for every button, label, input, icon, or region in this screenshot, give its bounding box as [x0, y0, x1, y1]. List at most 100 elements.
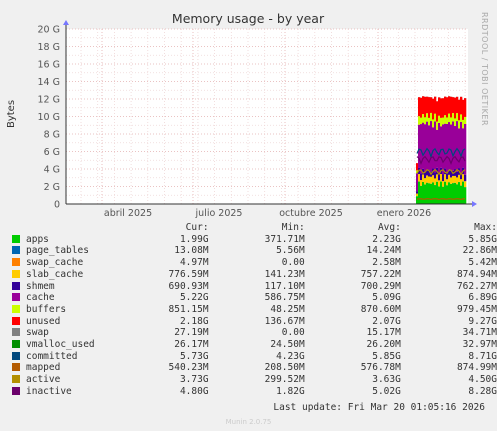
area-unused [434, 96, 437, 114]
y-tick-label: 14 G [38, 77, 60, 88]
legend-max: 32.97M [462, 339, 497, 351]
munin-version: Munin 2.0.75 [225, 418, 272, 426]
area-unused [426, 96, 429, 114]
legend-max: 979.45M [456, 303, 497, 315]
legend-min: 0.00 [281, 257, 305, 269]
legend-header-row: Cur: Min: Avg: Max: [12, 222, 497, 234]
legend-label: committed [26, 350, 78, 362]
legend-min: 1.82G [276, 385, 305, 397]
area-buffers [460, 114, 463, 122]
area-buffers [440, 117, 443, 127]
legend-label: page_tables [26, 245, 89, 257]
area-buffers [434, 113, 437, 122]
area-apps [446, 185, 449, 204]
area-buffers [416, 170, 419, 174]
legend-label: shmem [26, 280, 55, 292]
area-cache [420, 124, 423, 174]
legend-row-inactive: inactive 4.80G 1.82G 5.02G 8.28G [12, 386, 497, 398]
legend-max: 8.28G [468, 385, 497, 397]
area-apps [426, 182, 429, 204]
area-slab_cache [442, 181, 445, 187]
area-unused [436, 101, 439, 122]
area-buffers [456, 113, 459, 122]
legend-swatch [12, 351, 20, 360]
legend-min: 48.25M [270, 303, 305, 315]
legend-row-page_tables: page_tables 13.08M 5.56M 14.24M 22.86M [12, 245, 497, 257]
y-tick-label: 12 G [38, 95, 60, 106]
legend-cur: 540.23M [168, 362, 209, 374]
area-unused [448, 96, 451, 114]
legend-min: 586.75M [264, 292, 305, 304]
area-apps [458, 182, 461, 204]
area-apps [424, 184, 427, 204]
area-apps [452, 183, 455, 204]
memory-chart: Memory usage - by year Bytes 0 2 G 4 G 6 G 8… [6, 11, 477, 219]
area-cache [444, 123, 447, 169]
area-shmem [424, 171, 427, 179]
legend-swatch [12, 258, 20, 267]
legend-row-unused: unused 2.18G 136.67M 2.07G 9.27G [12, 316, 497, 328]
area-slab_cache [440, 174, 443, 182]
y-tick-label: 8 G [44, 130, 60, 141]
legend-swatch [12, 246, 20, 255]
legend-avg: 26.20M [366, 339, 401, 351]
legend-max: 874.94M [456, 268, 497, 280]
legend-swatch [12, 386, 20, 395]
area-buffers [426, 113, 429, 122]
x-tick-label: julio 2025 [195, 208, 243, 219]
area-slab_cache [434, 178, 437, 185]
area-unused [438, 97, 441, 116]
x-tick-label: enero 2026 [377, 208, 431, 219]
area-unused [428, 97, 431, 118]
legend-avg: 14.24M [366, 245, 401, 257]
area-apps [428, 183, 431, 204]
area-cache [440, 126, 443, 168]
legend-min: 5.56M [276, 245, 305, 257]
legend-row-cache: cache 5.22G 586.75M 5.09G 6.89G [12, 292, 497, 304]
area-slab_cache [464, 181, 467, 188]
legend-swatch [12, 234, 20, 243]
last-update-text: Last update: Fri Mar 20 01:05:16 2026 [273, 402, 485, 413]
area-shmem [460, 173, 463, 180]
area-cache [416, 173, 419, 192]
area-cache [450, 124, 453, 171]
legend-cur: 5.73G [179, 350, 209, 362]
legend-label: cache [26, 292, 55, 304]
legend-max: 22.86M [462, 245, 497, 257]
y-tick-label: 18 G [38, 42, 60, 53]
legend-label: unused [26, 315, 61, 327]
legend-label: active [26, 374, 61, 386]
area-unused [454, 97, 457, 119]
legend-avg: 870.60M [360, 303, 401, 315]
area-unused [464, 98, 467, 117]
area-slab_cache [452, 175, 455, 184]
area-buffers [422, 114, 425, 123]
legend-label: mapped [26, 362, 61, 374]
area-unused [460, 96, 463, 115]
area-shmem [456, 171, 459, 178]
area-cache [452, 121, 455, 171]
area-shmem [416, 191, 419, 194]
legend-max: 5.85G [468, 233, 497, 245]
area-apps [442, 186, 445, 204]
area-buffers [438, 115, 441, 123]
area-shmem [464, 174, 467, 182]
area-slab_cache [422, 174, 425, 182]
area-apps [450, 183, 453, 204]
area-cache [434, 121, 437, 173]
legend-avg: 2.23G [372, 233, 401, 245]
area-buffers [464, 116, 467, 124]
area-shmem [450, 170, 453, 178]
area-buffers [442, 117, 445, 125]
legend-row-buffers: buffers 851.15M 48.25M 870.60M 979.45M [12, 304, 497, 316]
area-slab_cache [454, 175, 457, 183]
legend-label: swap_cache [26, 257, 84, 269]
legend-min: 117.10M [264, 280, 305, 292]
area-buffers [448, 113, 451, 123]
area-unused [462, 99, 465, 120]
line-active [416, 168, 466, 176]
area-apps [430, 183, 433, 204]
area-cache [448, 122, 451, 170]
area-slab_cache [448, 174, 451, 183]
area-apps [436, 181, 439, 204]
